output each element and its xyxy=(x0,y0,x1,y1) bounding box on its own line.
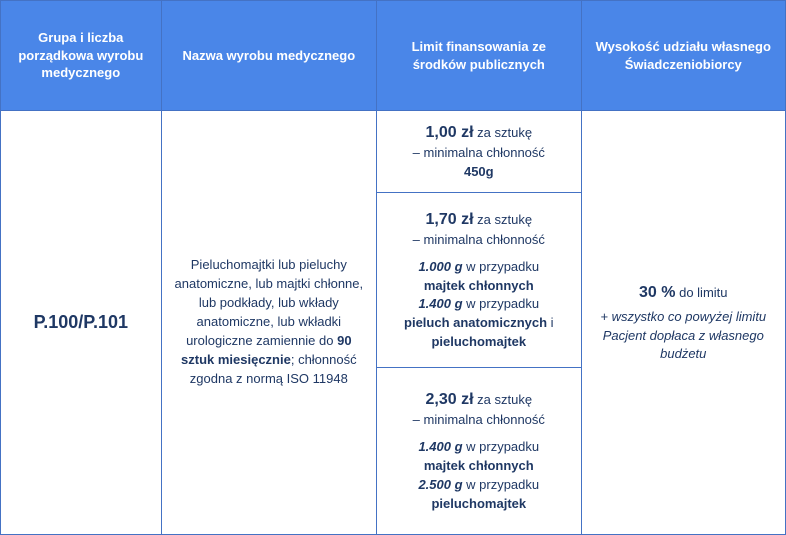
txt: w przypadku xyxy=(463,259,540,274)
product-b: pieluchomajtek xyxy=(431,333,526,352)
product: majtek chłonnych xyxy=(424,277,534,296)
cell-copay: 30 % do limitu + wszystko co powyżej lim… xyxy=(582,111,785,534)
header-col4: Wysokość udziału własnego Świadczeniobio… xyxy=(582,1,785,111)
txt: w przypadku xyxy=(463,439,540,454)
product: pieluchomajtek xyxy=(431,495,526,514)
column-group-code: Grupa i liczba porządkowa wyrobu medyczn… xyxy=(1,1,161,534)
txt: w przypadku xyxy=(463,477,540,492)
limit-r2-block1: 1.000 g w przypadku xyxy=(418,258,539,277)
limit-r2-line1: 1,70 zł za sztukę xyxy=(426,208,533,231)
weight: 1.000 g xyxy=(418,259,462,274)
per: za sztukę xyxy=(474,392,533,407)
header-col3: Limit finansowania ze środków publicznyc… xyxy=(377,1,580,111)
limit-row-1: 1,00 zł za sztukę – minimalna chłonność … xyxy=(377,111,580,192)
limit-r3-line2: – minimalna chłonność xyxy=(413,411,545,430)
price: 2,30 zł xyxy=(426,391,474,408)
product-desc: Pieluchomajtki lub pieluchy anatomiczne,… xyxy=(174,256,364,388)
per: za sztukę xyxy=(474,125,533,140)
price: 1,70 zł xyxy=(426,211,474,228)
limit-row-3: 2,30 zł za sztukę – minimalna chłonność … xyxy=(377,367,580,534)
limit-row-2: 1,70 zł za sztukę – minimalna chłonność … xyxy=(377,192,580,367)
header-col2: Nazwa wyrobu medycznego xyxy=(162,1,376,111)
copay-note: + wszystko co powyżej limitu Pacjent dop… xyxy=(594,308,773,365)
pct-after: do limitu xyxy=(675,285,727,300)
product-a: pieluch anatomicznych xyxy=(404,315,547,330)
header-text: Grupa i liczba porządkowa wyrobu medyczn… xyxy=(9,29,153,82)
price: 1,00 zł xyxy=(426,124,474,141)
cell-code: P.100/P.101 xyxy=(1,111,161,534)
header-text: Wysokość udziału własnego Świadczeniobio… xyxy=(590,38,777,73)
limit-r1-weight: 450g xyxy=(464,163,494,182)
desc-pre: Pieluchomajtki lub pieluchy anatomiczne,… xyxy=(175,257,364,347)
product: majtek chłonnych xyxy=(424,457,534,476)
limit-r2-block2: 1.400 g w przypadku xyxy=(418,295,539,314)
medical-table: Grupa i liczba porządkowa wyrobu medyczn… xyxy=(0,0,786,535)
weight: 1.400 g xyxy=(418,439,462,454)
column-product-name: Nazwa wyrobu medycznego Pieluchomajtki l… xyxy=(161,1,376,534)
product-code: P.100/P.101 xyxy=(34,309,128,335)
weight: 1.400 g xyxy=(418,296,462,311)
limit-r1-line2: – minimalna chłonność xyxy=(413,144,545,163)
limit-r2-line2: – minimalna chłonność xyxy=(413,231,545,250)
column-copay: Wysokość udziału własnego Świadczeniobio… xyxy=(581,1,785,534)
limit-r3-block2: 2.500 g w przypadku xyxy=(418,476,539,495)
limit-r2-block3: pieluch anatomicznych i xyxy=(404,314,554,333)
limit-r1-line1: 1,00 zł za sztukę xyxy=(426,121,533,144)
limit-r3-line1: 2,30 zł za sztukę xyxy=(426,388,533,411)
header-text: Limit finansowania ze środków publicznyc… xyxy=(385,38,572,73)
limit-r3-block1: 1.400 g w przypadku xyxy=(418,438,539,457)
weight: 2.500 g xyxy=(418,477,462,492)
and: i xyxy=(547,315,554,330)
header-text: Nazwa wyrobu medycznego xyxy=(182,47,355,65)
cell-product-name: Pieluchomajtki lub pieluchy anatomiczne,… xyxy=(162,111,376,534)
header-col1: Grupa i liczba porządkowa wyrobu medyczn… xyxy=(1,1,161,111)
txt: w przypadku xyxy=(463,296,540,311)
copay-line1: 30 % do limitu xyxy=(639,281,728,304)
per: za sztukę xyxy=(474,212,533,227)
pct: 30 % xyxy=(639,284,675,301)
column-limit: Limit finansowania ze środków publicznyc… xyxy=(376,1,580,534)
